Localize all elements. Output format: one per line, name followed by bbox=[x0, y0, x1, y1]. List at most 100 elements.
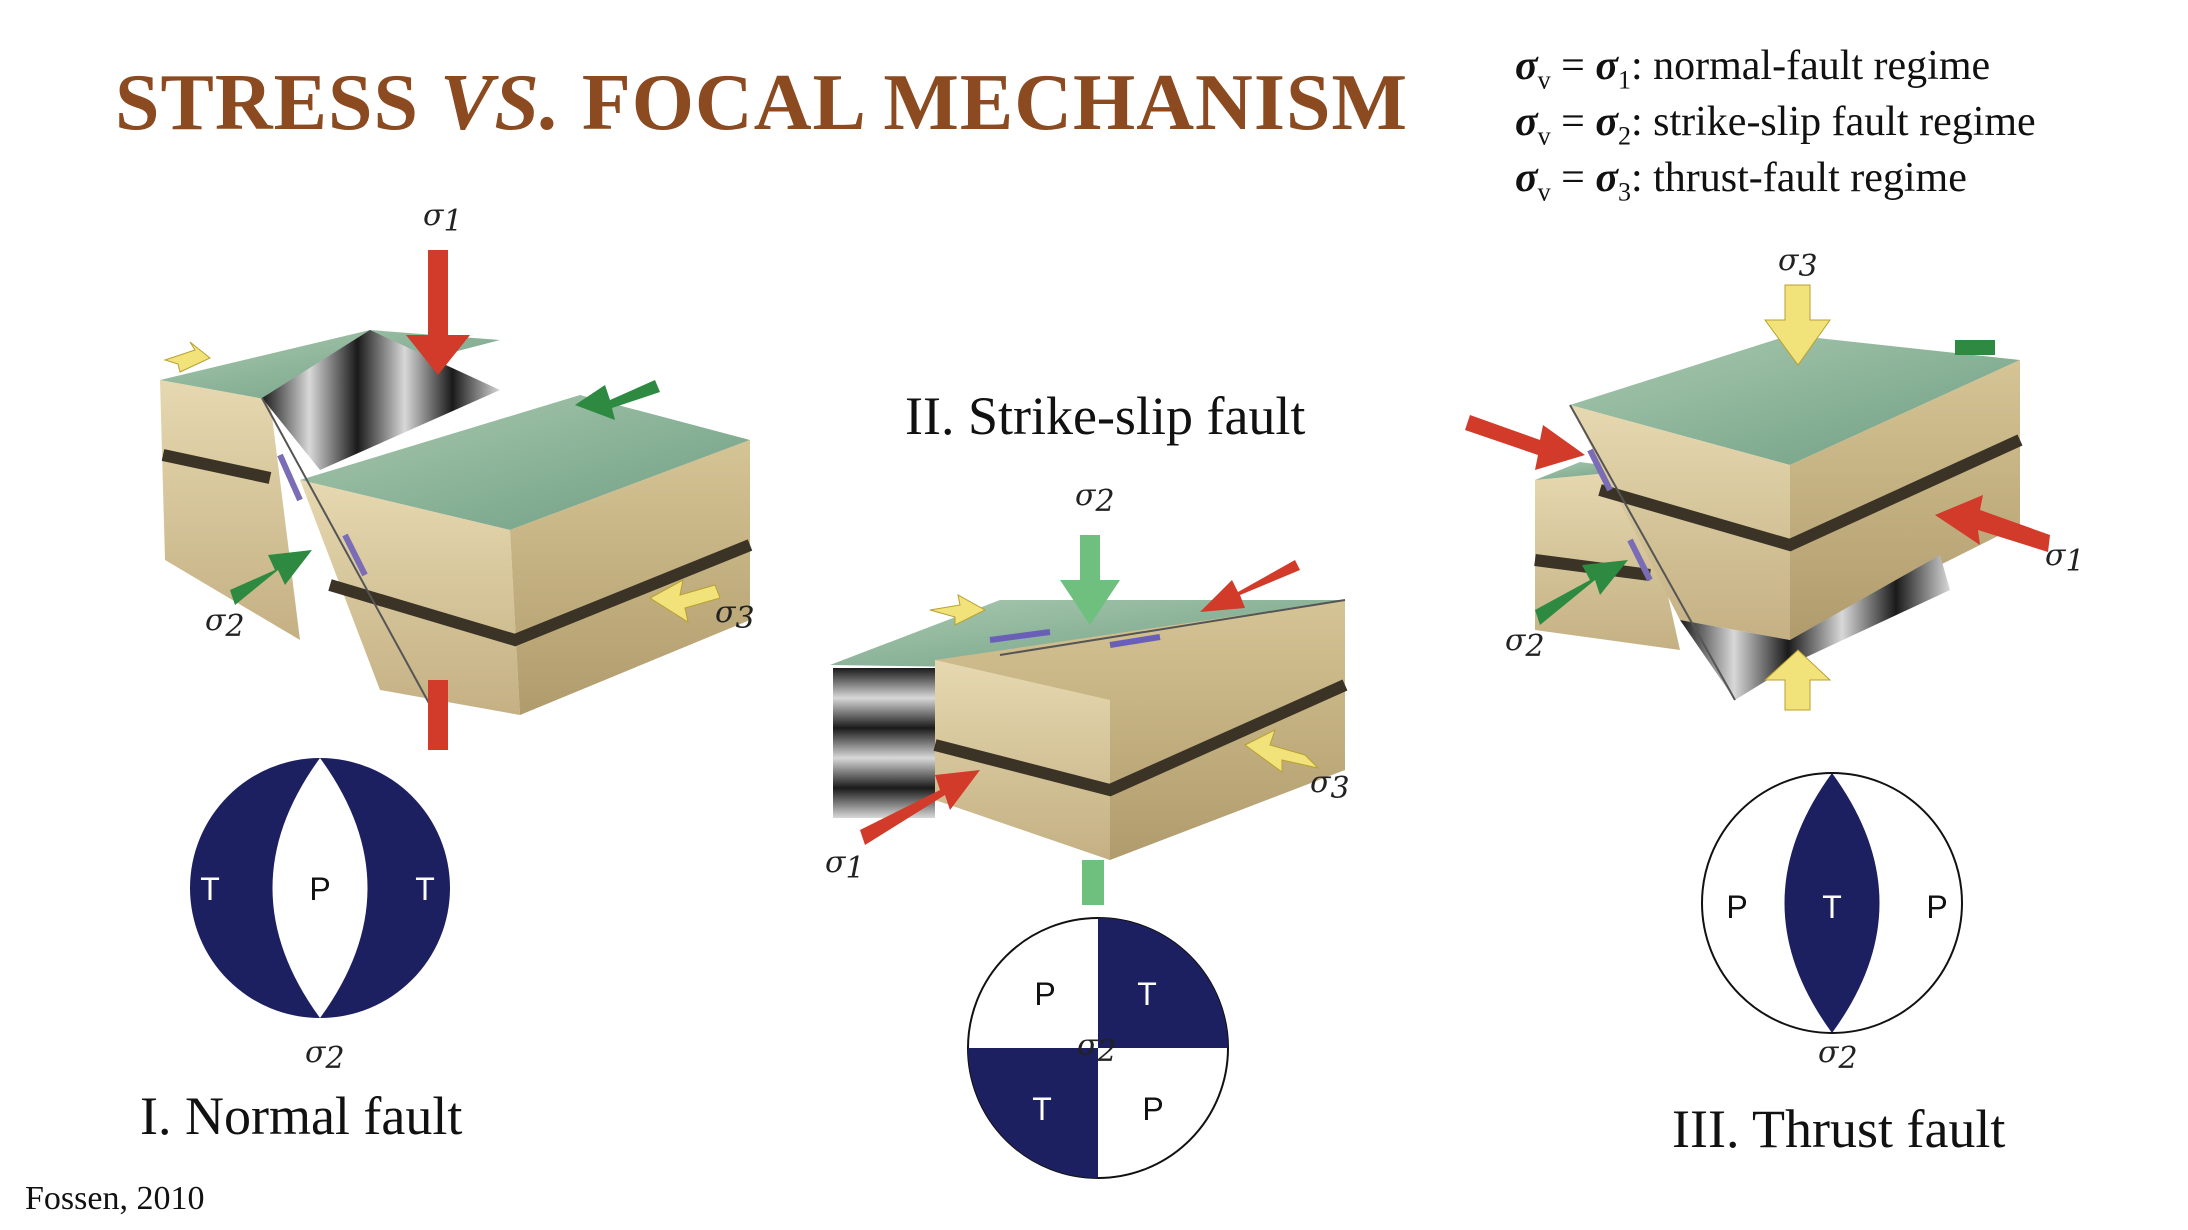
slip-arrow bbox=[989, 629, 1051, 643]
slip-arrow bbox=[342, 533, 368, 577]
regime-line-strike-slip: σv = σ2: strike-slip fault regime bbox=[1515, 98, 2036, 151]
regime-line-thrust: σv = σ3: thrust-fault regime bbox=[1515, 154, 1967, 207]
sigma3-arrow-lower bbox=[1763, 649, 1832, 711]
beachball-label-left: T bbox=[200, 871, 220, 907]
sigma2-arrow bbox=[1060, 535, 1120, 625]
sigma1-arrow bbox=[1465, 415, 1585, 470]
hangingwall-front bbox=[300, 480, 520, 715]
beachball-normal: T P T σ2 bbox=[190, 758, 450, 1076]
regime-eq: = bbox=[1550, 43, 1596, 89]
fault-trace bbox=[999, 599, 1346, 656]
marker-layer bbox=[933, 679, 1348, 797]
label-normal-fault: I. Normal fault bbox=[140, 1086, 463, 1146]
sigma3-arrow-back bbox=[163, 341, 211, 373]
sigma3-arrow-back bbox=[929, 594, 987, 626]
regime-desc: : strike-slip fault regime bbox=[1630, 99, 2036, 145]
sigma3-arrow bbox=[1244, 729, 1320, 773]
sigma-label-left: σ1 bbox=[825, 845, 865, 886]
regime-rhs-sub: 2 bbox=[1617, 121, 1631, 151]
beachball-axis-label: σ2 bbox=[1077, 1028, 1117, 1069]
beachball-label-left: P bbox=[1726, 889, 1747, 925]
regime-desc: : normal-fault regime bbox=[1630, 43, 1991, 89]
hangingwall-front bbox=[1570, 405, 1790, 640]
marker-layer bbox=[161, 449, 272, 484]
label-strike-slip-fault: II. Strike-slip fault bbox=[905, 386, 1306, 446]
slip-arrow bbox=[1109, 634, 1161, 648]
title-part-stress: STRESS bbox=[115, 59, 440, 147]
beachball-compressional-bl bbox=[968, 1048, 1098, 1178]
source-credit: Fossen, 2010 bbox=[25, 1180, 205, 1217]
sigma3-arrow bbox=[1764, 284, 1831, 366]
fault-plane bbox=[833, 668, 935, 818]
sigma-label-right: σ1 bbox=[2045, 538, 2085, 579]
sigma2-arrow bbox=[230, 550, 312, 605]
sigma2-arrow-back bbox=[1955, 340, 1995, 355]
beachball-strike-slip: P T T P σ2 bbox=[967, 917, 1229, 1179]
sigma3-arrow bbox=[649, 579, 721, 624]
slip-arrow bbox=[277, 453, 303, 502]
sigma1-arrow-back bbox=[1200, 560, 1300, 612]
regime-rhs: σ bbox=[1595, 43, 1618, 89]
regime-lhs-sub: v bbox=[1537, 121, 1551, 151]
fault-trace bbox=[261, 397, 431, 706]
beachball-label-right: T bbox=[415, 871, 435, 907]
title-part-focal: FOCAL MECHANISM bbox=[560, 59, 1408, 147]
sigma-label-top: σ1 bbox=[423, 198, 463, 239]
sigma-label-top: σ2 bbox=[1075, 478, 1115, 519]
regime-lhs: σ bbox=[1515, 155, 1538, 201]
sigma-label-left: σ2 bbox=[1505, 623, 1545, 664]
sigma-label-left: σ2 bbox=[205, 603, 245, 644]
regime-rhs: σ bbox=[1595, 155, 1618, 201]
beachball-label-tl: P bbox=[1034, 976, 1055, 1012]
regime-lhs-sub: v bbox=[1537, 65, 1551, 95]
beachball-axis-label: σ2 bbox=[1818, 1035, 1858, 1076]
beachball-label-right: P bbox=[1926, 889, 1947, 925]
beachball-dilatational bbox=[272, 758, 368, 1018]
beachball-label-br: P bbox=[1142, 1091, 1163, 1127]
regime-line-normal: σv = σ1: normal-fault regime bbox=[1515, 42, 1990, 95]
sigma1-arrow-lower bbox=[428, 680, 448, 750]
label-thrust-fault: III. Thrust fault bbox=[1672, 1099, 2006, 1159]
beachball-thrust: P T P σ2 bbox=[1701, 772, 1963, 1076]
regime-eq: = bbox=[1550, 99, 1596, 145]
hangingwall-side bbox=[510, 440, 750, 715]
marker-layer bbox=[328, 539, 753, 647]
fault-trace bbox=[1569, 404, 1736, 701]
beachball-label-tr: T bbox=[1137, 976, 1157, 1012]
sigma1-arrow bbox=[860, 770, 980, 845]
hangingwall-side bbox=[1790, 360, 2020, 640]
sigma-label-right: σ3 bbox=[1310, 765, 1350, 806]
sigma-label-top: σ3 bbox=[1778, 243, 1818, 284]
hangingwall-top bbox=[300, 395, 750, 530]
fault-plane bbox=[1680, 555, 1950, 700]
sigma2-arrow-lower bbox=[1082, 860, 1104, 905]
regime-lhs: σ bbox=[1515, 43, 1538, 89]
slip-arrow bbox=[1627, 538, 1653, 582]
regime-rhs: σ bbox=[1595, 99, 1618, 145]
sigma1-arrow-right bbox=[1935, 495, 2050, 552]
sigma2-arrow bbox=[1535, 560, 1628, 625]
strike-slip-block bbox=[830, 599, 1348, 860]
title-part-vs: VS. bbox=[439, 59, 561, 147]
slip-arrow bbox=[1587, 448, 1613, 492]
regime-rhs-sub: 1 bbox=[1617, 65, 1631, 95]
hangingwall-top bbox=[1570, 335, 2020, 465]
beachball-label-center: T bbox=[1822, 889, 1842, 925]
beachball-axis-label: σ2 bbox=[305, 1035, 345, 1076]
thrust-fault-block bbox=[1534, 335, 2023, 701]
beachball-compressional-tr bbox=[1098, 918, 1228, 1048]
regime-rhs-sub: 3 bbox=[1617, 177, 1631, 207]
regime-eq: = bbox=[1550, 155, 1596, 201]
block-front bbox=[935, 660, 1110, 860]
marker-layer bbox=[1598, 434, 2023, 552]
sigma1-arrow bbox=[406, 250, 470, 375]
sigma-label-right: σ3 bbox=[715, 595, 755, 636]
beachball-label-bl: T bbox=[1032, 1091, 1052, 1127]
beachball-label-center: P bbox=[309, 871, 330, 907]
regime-desc: : thrust-fault regime bbox=[1630, 155, 1967, 201]
page-title: STRESS VS. FOCAL MECHANISM bbox=[115, 58, 1408, 149]
sigma2-arrow-back bbox=[575, 380, 660, 420]
regime-lhs: σ bbox=[1515, 99, 1538, 145]
regime-lhs-sub: v bbox=[1537, 177, 1551, 207]
